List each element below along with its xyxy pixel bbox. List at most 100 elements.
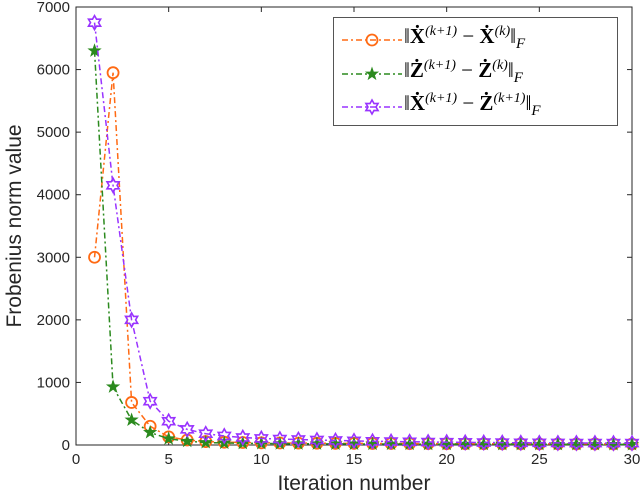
legend-sup: (k+1) xyxy=(425,24,458,39)
data-point-hexagram xyxy=(587,434,603,452)
data-point-hexagram xyxy=(568,434,584,452)
data-point-pentagram xyxy=(513,436,528,451)
legend-sub: F xyxy=(513,70,523,87)
data-point-hexagram xyxy=(253,429,269,448)
legend-swatch-pentagram-icon xyxy=(342,66,402,81)
data-point-hexagram xyxy=(179,420,195,438)
legend-sup: (k+1) xyxy=(423,58,456,73)
y-tick-label: 6000 xyxy=(37,62,70,79)
data-point-pentagram xyxy=(161,431,176,445)
y-axis-label: Frobenius norm value xyxy=(3,124,26,327)
data-point-hexagram xyxy=(346,432,362,450)
legend-symbol: Ẋ xyxy=(409,91,426,115)
x-tick-label: 30 xyxy=(624,451,640,468)
data-point-pentagram xyxy=(328,436,343,450)
data-point-hexagram xyxy=(216,427,232,445)
data-point-hexagram xyxy=(383,432,399,451)
legend-sup: (k) xyxy=(494,24,511,39)
data-point-pentagram xyxy=(532,436,547,451)
data-point-pentagram xyxy=(421,436,436,451)
y-tick-label: 4000 xyxy=(37,187,70,204)
series-hexagram xyxy=(87,14,640,452)
data-point-hexagram xyxy=(476,433,492,452)
legend-symbol: Ż xyxy=(409,58,424,82)
x-tick-label: 20 xyxy=(438,451,455,468)
data-point-hexagram xyxy=(365,432,381,450)
data-point-pentagram xyxy=(624,436,640,451)
data-point-hexagram xyxy=(124,311,140,329)
data-point-hexagram xyxy=(87,14,103,32)
legend-swatch-circle-icon xyxy=(342,33,402,47)
data-point-hexagram xyxy=(402,433,418,451)
data-point-hexagram xyxy=(439,433,455,451)
data-point-pentagram xyxy=(309,436,325,450)
data-point-pentagram xyxy=(105,379,121,393)
data-point-pentagram xyxy=(569,436,584,451)
data-point-hexagram xyxy=(161,412,177,430)
data-point-pentagram xyxy=(272,436,287,450)
data-point-pentagram xyxy=(383,436,399,451)
data-point-circle xyxy=(125,396,139,409)
data-point-pentagram xyxy=(439,436,454,451)
data-point-hexagram xyxy=(494,433,510,452)
legend: ‖Ẋ(k+1) − Ẋ(k)‖F ‖Ż(k+1) − Ż(k)‖F ‖Ẋ(k+1… xyxy=(333,17,618,126)
data-point-circle xyxy=(106,66,120,80)
y-tick-label: 7000 xyxy=(37,0,70,16)
y-tick-label: 2000 xyxy=(37,312,70,329)
data-point-hexagram xyxy=(198,425,214,443)
x-axis-label: Iteration number xyxy=(278,472,431,495)
y-tick-label: 3000 xyxy=(37,249,70,266)
data-point-hexagram xyxy=(605,434,621,452)
legend-sup: (k) xyxy=(492,58,508,73)
x-tick-label: 25 xyxy=(531,451,548,468)
data-point-hexagram xyxy=(550,434,566,452)
x-tick-label: 0 xyxy=(72,451,80,468)
y-tick-label: 0 xyxy=(62,437,70,454)
legend-entry-xz-diff: ‖Ẋ(k+1) − Ż(k+1)‖F xyxy=(334,91,617,123)
legend-symbol: Ż xyxy=(479,91,494,115)
data-point-hexagram xyxy=(420,433,436,451)
legend-sup: (k+1) xyxy=(493,91,526,106)
legend-entry-x-diff: ‖Ẋ(k+1) − Ẋ(k)‖F xyxy=(334,24,617,56)
data-point-pentagram xyxy=(291,436,306,450)
legend-entry-z-diff: ‖Ż(k+1) − Ż(k)‖F xyxy=(334,58,617,90)
data-point-pentagram xyxy=(180,433,195,448)
data-point-hexagram xyxy=(531,434,547,452)
data-point-hexagram xyxy=(309,431,325,449)
y-tick-label: 1000 xyxy=(37,374,70,391)
data-point-hexagram xyxy=(513,434,529,452)
data-point-hexagram xyxy=(624,434,640,452)
series-line xyxy=(93,50,632,446)
data-point-pentagram xyxy=(495,436,510,451)
legend-op: − xyxy=(455,58,479,82)
data-point-pentagram xyxy=(458,436,473,451)
legend-symbol: Ẋ xyxy=(409,24,426,48)
y-tick-label: 5000 xyxy=(37,124,70,141)
data-point-hexagram xyxy=(235,428,251,447)
data-point-pentagram xyxy=(254,435,269,450)
data-point-hexagram xyxy=(142,392,158,410)
data-point-pentagram xyxy=(235,435,250,450)
data-point-pentagram xyxy=(143,424,158,439)
data-point-pentagram xyxy=(124,412,139,427)
data-point-pentagram xyxy=(346,436,362,450)
data-point-pentagram xyxy=(402,436,417,451)
legend-symbol: Ẋ xyxy=(479,24,495,48)
x-tick-label: 10 xyxy=(253,451,270,468)
data-point-hexagram xyxy=(105,176,121,194)
legend-swatch-hexagram-icon xyxy=(342,98,402,116)
data-point-circle xyxy=(88,250,101,264)
x-tick-label: 5 xyxy=(164,451,172,468)
data-point-hexagram xyxy=(327,431,343,450)
legend-symbol: Ż xyxy=(478,58,493,82)
data-point-pentagram xyxy=(365,436,380,451)
x-tick-label: 15 xyxy=(346,451,363,468)
data-point-pentagram xyxy=(87,43,102,57)
legend-op: − xyxy=(457,91,480,115)
data-point-pentagram xyxy=(587,436,603,451)
data-point-pentagram xyxy=(476,436,491,451)
legend-sup: (k+1) xyxy=(425,91,458,106)
legend-op: − xyxy=(457,24,480,48)
data-point-hexagram xyxy=(290,430,306,449)
legend-sub: F xyxy=(516,36,526,53)
